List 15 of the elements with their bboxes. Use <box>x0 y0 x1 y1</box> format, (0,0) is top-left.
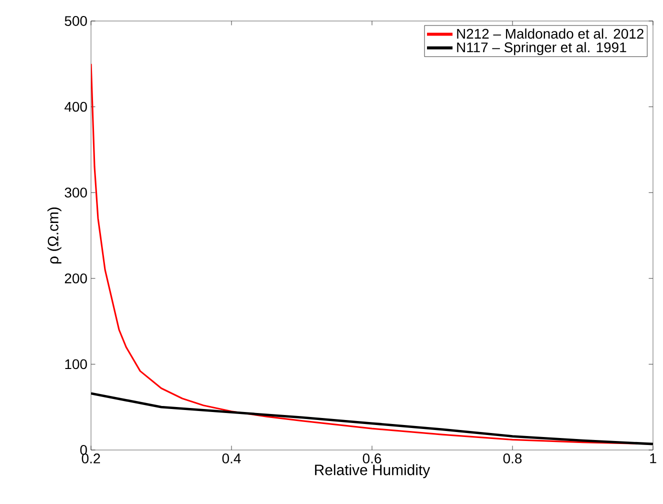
x-tick-label: 0.8 <box>503 454 522 464</box>
x-tick-label: 0.2 <box>82 454 100 464</box>
y-tick-label: 200 <box>64 273 87 284</box>
y-tick-label: 300 <box>64 188 87 198</box>
x-tick-label: 0.6 <box>362 454 382 464</box>
x-tick-label: 0.4 <box>222 454 241 464</box>
y-tick-label: 500 <box>64 16 87 26</box>
y-tick-label: 0 <box>80 445 87 455</box>
legend-label: N117 – Springer et al. 1991 <box>457 42 626 56</box>
legend-label: N212 – Maldonado et al. 2012 <box>457 28 644 39</box>
x-tick-label: 1 <box>650 454 656 464</box>
y-tick-label: 100 <box>65 359 87 370</box>
x-axis-title: Relative Humidity <box>315 464 430 478</box>
y-tick-label: 400 <box>64 102 87 112</box>
y-axis-title: ρ (Ω.cm) <box>47 208 62 264</box>
